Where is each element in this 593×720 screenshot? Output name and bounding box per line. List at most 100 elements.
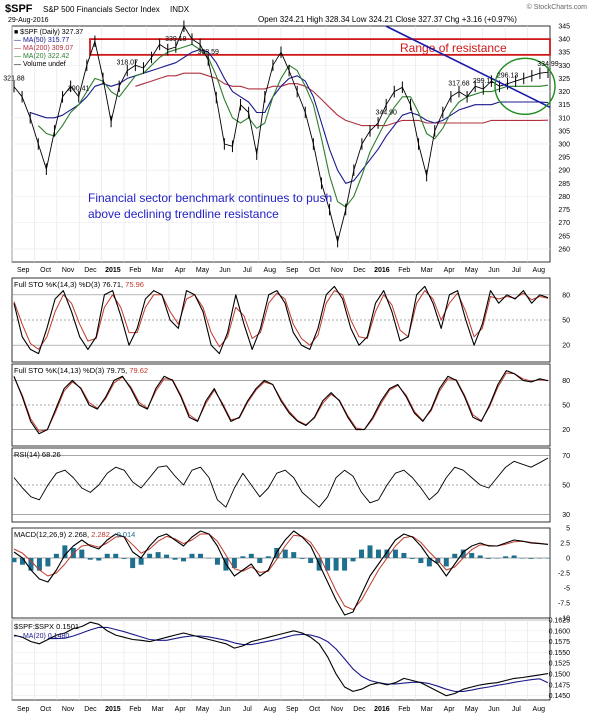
rsi-y-tick: 70 xyxy=(562,453,570,460)
macd-hist-bar xyxy=(130,558,136,569)
price-panel: Sep Oct Nov Dec 2015 Feb Mar Apr May Jun Jul Aug Sep… xyxy=(3,0,593,274)
annotation-line-2: above declining trendline resistance xyxy=(88,207,279,221)
ratio-y-tick: 0.1575 xyxy=(549,639,571,646)
macd-hist-bar xyxy=(11,558,17,563)
macd-hist-bar xyxy=(545,558,551,559)
x-tick-label: Jul xyxy=(243,267,252,274)
macd-hist-bar xyxy=(104,553,110,558)
price-y-tick: 315 xyxy=(558,102,570,109)
macd-hist-bar xyxy=(333,558,339,571)
x-tick-label: Feb xyxy=(398,706,410,713)
rsi-line xyxy=(13,457,549,508)
x-tick-label: 2016 xyxy=(374,706,390,713)
x-tick-label: Apr xyxy=(444,706,456,713)
osc-y-tick: 50 xyxy=(562,318,570,325)
x-tick-label: 2016 xyxy=(374,267,390,274)
x-tick-label: Dec xyxy=(353,706,366,713)
price-label: 299.11 xyxy=(473,78,494,85)
ratio-y-tick: 0.1550 xyxy=(549,650,571,657)
x-tick-label: Feb xyxy=(129,267,141,274)
macd-hist-bar xyxy=(359,549,365,558)
x-tick-label: Mar xyxy=(152,706,165,713)
x-tick-label: May xyxy=(465,706,479,713)
price-label: 312.06 xyxy=(586,0,593,2)
macd-hist-bar xyxy=(45,558,51,567)
macd-hist-bar xyxy=(87,558,93,560)
macd-hist-bar xyxy=(155,552,161,558)
x-tick-label: Jul xyxy=(512,706,521,713)
macd-hist-bar xyxy=(486,558,492,559)
ma50-line xyxy=(30,49,549,184)
ratio-y-tick: 0.1625 xyxy=(549,618,571,625)
macd-hist-bar xyxy=(350,558,356,562)
macd-hist-bar xyxy=(409,558,415,559)
price-label: 290.41 xyxy=(68,86,90,93)
x-tick-label: Oct xyxy=(309,706,320,713)
macd-hist-bar xyxy=(19,558,25,565)
x-tick-label: Jun xyxy=(488,706,499,713)
macd-hist-bar xyxy=(138,558,144,565)
ratio-y-tick: 0.1600 xyxy=(549,628,571,635)
symbol: $SPF xyxy=(5,3,33,15)
ma20-line xyxy=(37,43,549,208)
macd-hist-bar xyxy=(503,556,509,558)
macd-hist-bar xyxy=(214,558,220,565)
price-label: 318.07 xyxy=(117,60,139,67)
panel-title-d-value: 79.62 xyxy=(127,366,148,375)
annotation-line-1: Financial sector benchmark continues to … xyxy=(88,191,332,205)
legend-entry: — MA(50) 315.77 xyxy=(14,37,69,44)
macd-y-tick: -10 xyxy=(560,616,570,623)
x-tick-label: Feb xyxy=(129,706,141,713)
macd-y-tick: -7.5 xyxy=(558,601,570,608)
macd-hist-bar xyxy=(308,558,314,564)
exchange: INDX xyxy=(170,5,190,14)
macd-hist-bar xyxy=(494,558,500,559)
x-tick-label: May xyxy=(465,267,479,274)
x-tick-label: Nov xyxy=(331,267,344,274)
macd-hist-bar xyxy=(197,553,203,558)
macd-hist-bar xyxy=(96,558,102,561)
macd-hist-bar xyxy=(384,549,390,558)
x-tick-label: Dec xyxy=(84,267,97,274)
x-tick-label: May xyxy=(196,267,210,274)
price-y-tick: 260 xyxy=(558,246,570,253)
macd-hist-bar xyxy=(469,552,475,558)
macd-y-tick: 0 xyxy=(566,556,570,563)
osc-y-tick: 20 xyxy=(562,427,570,434)
macd-hist-bar xyxy=(231,558,237,569)
macd-y-tick: 5 xyxy=(566,526,570,533)
panel-title: MACD(12,26,9) 2.268, 2.282, -0.014 xyxy=(14,530,135,539)
macd-hist-bar xyxy=(206,558,212,559)
x-tick-label: Aug xyxy=(533,267,546,274)
macd-hist-bar xyxy=(121,558,127,559)
price-y-tick: 275 xyxy=(558,207,570,214)
chart-header: $SPF S&P 500 Financials Sector Index IND… xyxy=(5,3,587,24)
macd-hist-bar xyxy=(520,558,526,559)
x-tick-label: Apr xyxy=(175,706,187,713)
panel-title-part: MACD(12,26,9) 2.268, xyxy=(14,530,89,539)
panel-title: Full STO %K(14,13) %D(3) 79.75, 79.62 xyxy=(14,366,148,375)
price-y-tick: 325 xyxy=(558,76,570,83)
price-y-tick: 280 xyxy=(558,194,570,201)
macd-hist-bar xyxy=(28,558,34,571)
osc-y-tick: 50 xyxy=(562,403,570,410)
x-tick-label: Mar xyxy=(421,706,434,713)
macd-hist-bar xyxy=(79,549,85,558)
price-y-tick: 335 xyxy=(558,50,570,57)
x-tick-label: May xyxy=(196,706,210,713)
x-tick-label: Mar xyxy=(421,267,434,274)
full-sto-14-13-panel: 80 50 20 Full STO %K(14,13) %D(3) 79.75, 79… xyxy=(11,363,570,447)
ratio-y-tick: 0.1450 xyxy=(549,693,571,700)
x-tick-label: Aug xyxy=(533,706,546,713)
price-label: 321.88 xyxy=(3,76,25,83)
price-y-tick: 300 xyxy=(558,142,570,149)
x-tick-label: Aug xyxy=(264,706,277,713)
macd-line xyxy=(13,530,549,616)
macd-hist-bar xyxy=(375,549,381,558)
macd-hist-bar xyxy=(511,555,517,558)
x-tick-label: Nov xyxy=(62,267,75,274)
x-tick-label: Sep xyxy=(286,267,299,274)
legend-entry: — MA(200) 309.07 xyxy=(14,45,73,52)
x-tick-label: 2015 xyxy=(105,267,121,274)
